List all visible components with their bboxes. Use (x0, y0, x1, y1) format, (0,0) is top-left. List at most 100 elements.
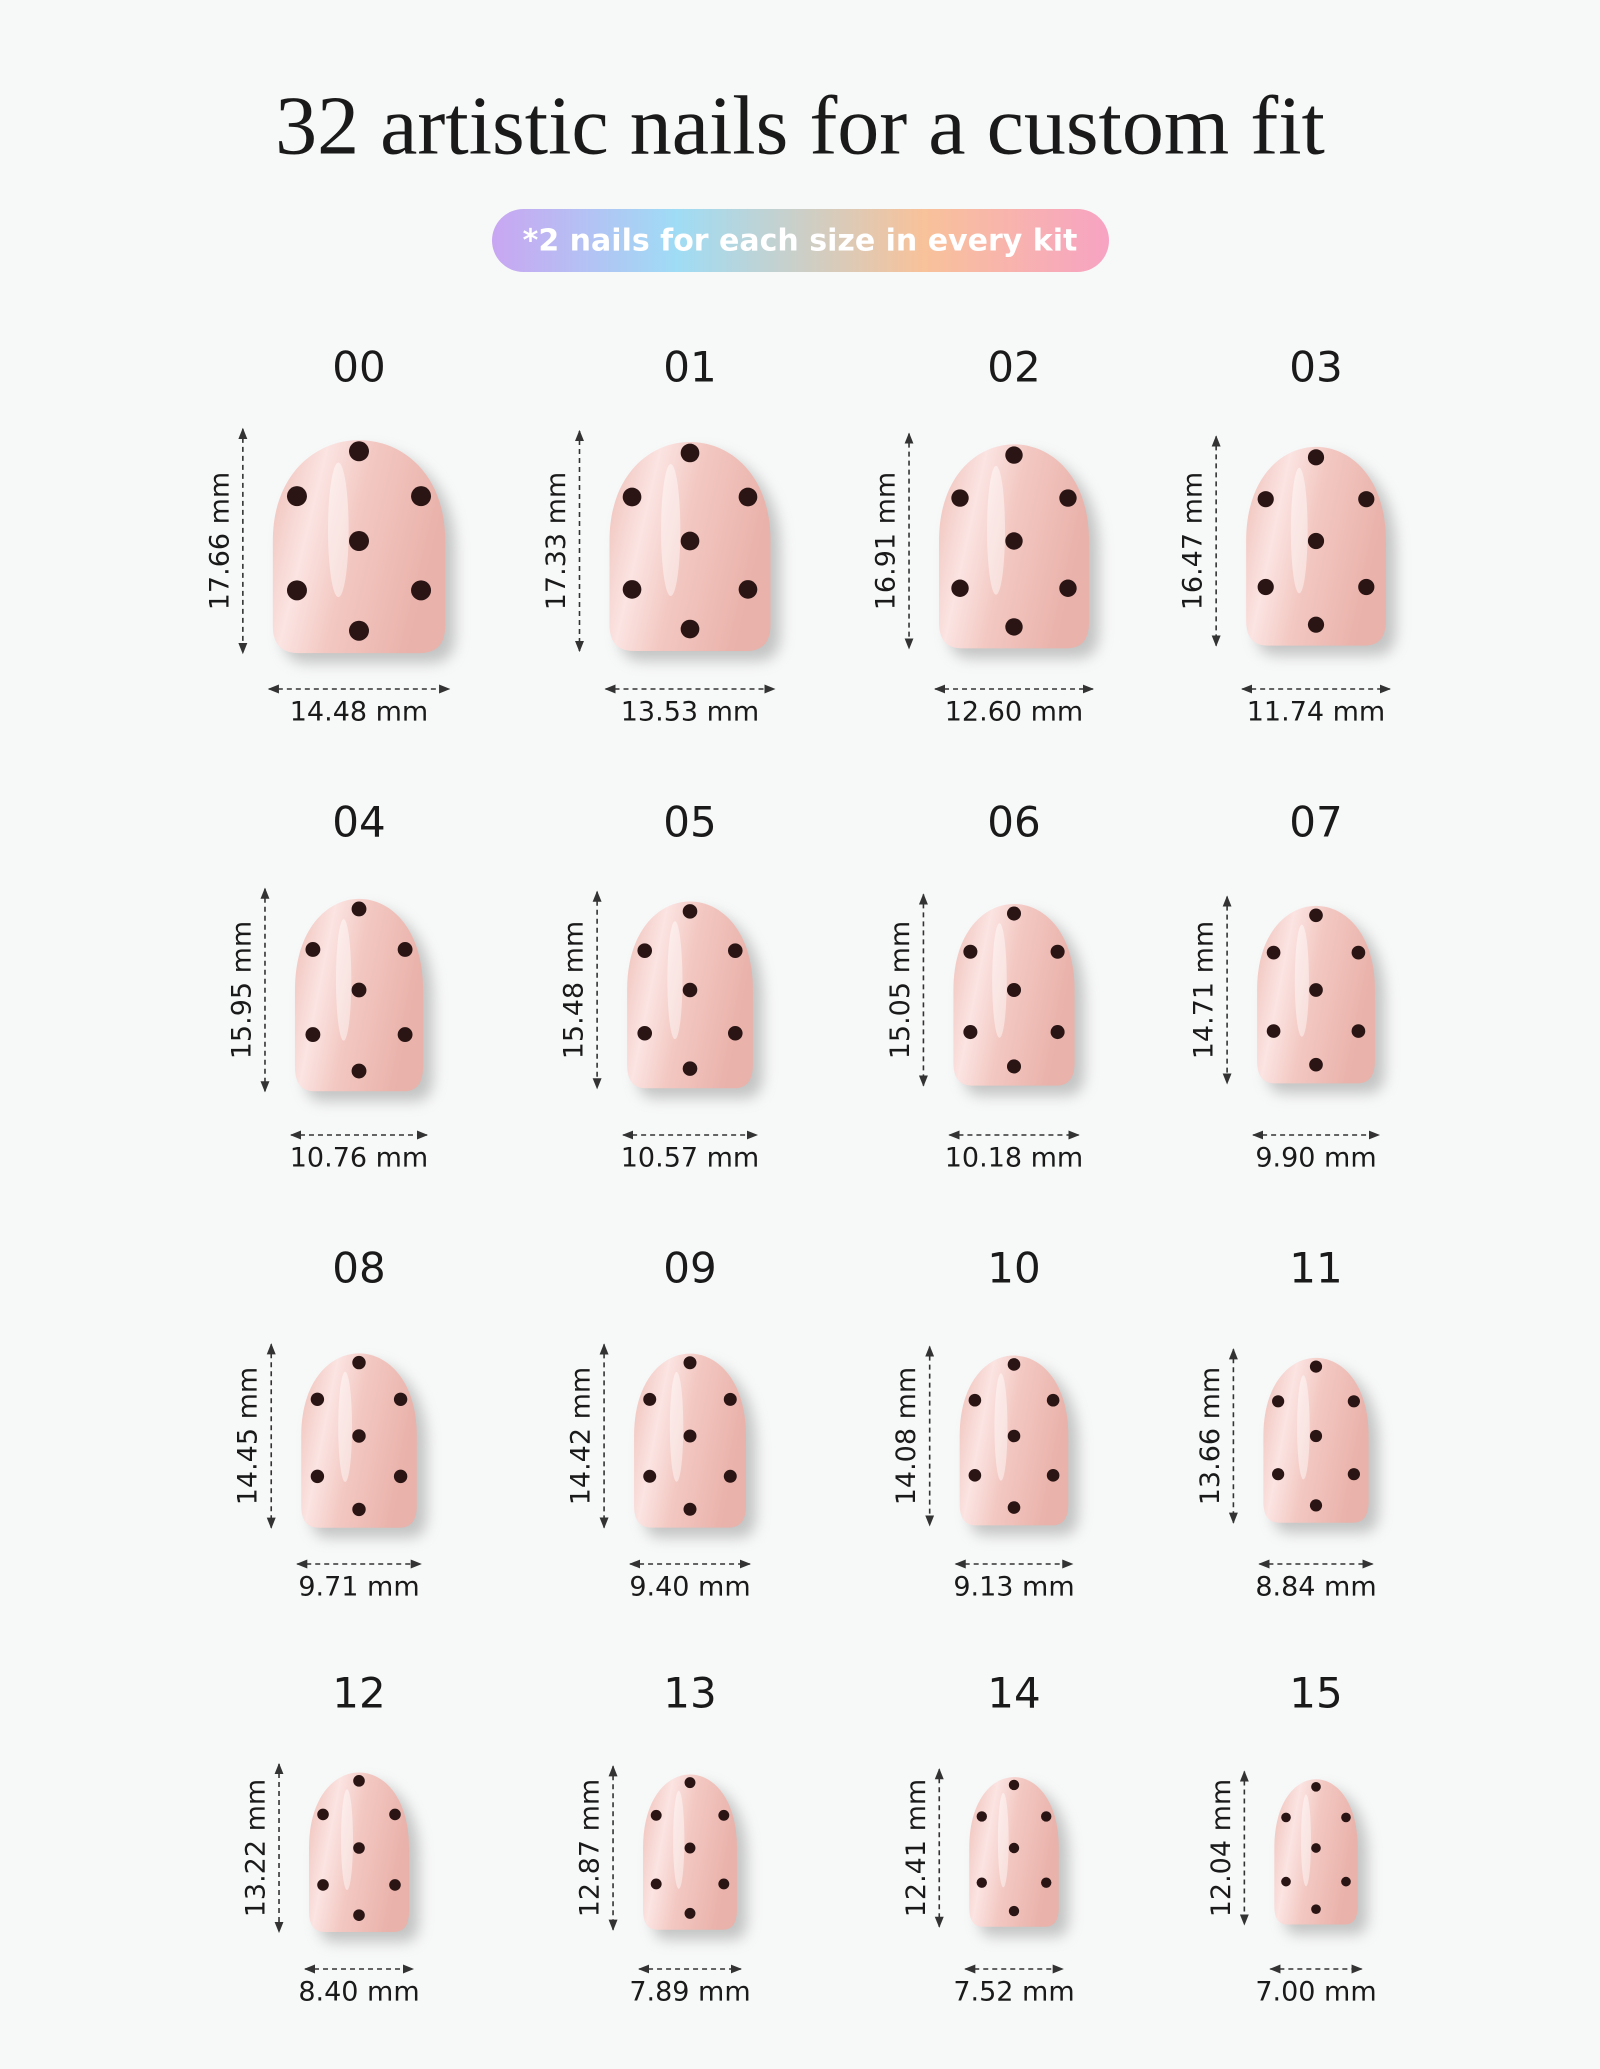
polka-dot (1307, 616, 1325, 633)
polka-dot (1059, 579, 1077, 597)
polka-dot (351, 1063, 367, 1079)
polka-dot (683, 1356, 697, 1370)
polka-dot (1046, 1469, 1060, 1482)
polka-dot (643, 1469, 657, 1483)
nail-highlight (669, 1371, 684, 1482)
polka-dot (1309, 908, 1323, 923)
polka-dot (286, 486, 307, 507)
polka-dot (1307, 532, 1325, 550)
size-label: 10 (987, 1244, 1040, 1293)
nail-highlight (341, 1789, 354, 1890)
polka-dot (718, 1878, 730, 1890)
polka-dot (1007, 1501, 1021, 1514)
polka-dot (310, 1469, 325, 1484)
polka-dot (1351, 1024, 1366, 1038)
subtitle: *2 nails for each size in every kit (523, 224, 1078, 259)
polka-dot (1281, 1812, 1291, 1823)
polka-dot (963, 944, 978, 959)
length-label: 12.04 mm (1206, 1779, 1237, 1917)
polka-dot (1309, 983, 1323, 997)
size-label: 11 (1289, 1244, 1342, 1293)
length-label: 17.33 mm (541, 472, 572, 610)
size-label: 00 (332, 343, 385, 392)
polka-dot (1341, 1812, 1351, 1823)
polka-dot (351, 982, 367, 998)
width-label: 9.71 mm (298, 1572, 419, 1603)
polka-dot (305, 1027, 321, 1042)
width-label: 9.40 mm (629, 1572, 750, 1603)
width-label: 10.76 mm (290, 1143, 428, 1174)
size-label: 04 (332, 798, 385, 847)
length-label: 16.91 mm (871, 472, 902, 610)
polka-dot (650, 1809, 662, 1821)
nail-highlight (997, 1792, 1009, 1888)
nail-highlight (1297, 1375, 1310, 1480)
width-label: 14.48 mm (290, 697, 428, 728)
polka-dot (727, 943, 743, 958)
polka-dot (683, 1429, 697, 1443)
polka-dot (352, 1355, 366, 1370)
polka-dot (976, 1811, 987, 1822)
nail-highlight (667, 921, 683, 1040)
length-label: 13.22 mm (241, 1779, 272, 1917)
width-label: 7.89 mm (629, 1977, 750, 2008)
length-label: 15.95 mm (226, 921, 257, 1059)
polka-dot (1309, 1360, 1323, 1373)
length-label: 13.66 mm (1195, 1367, 1226, 1505)
length-label: 14.42 mm (566, 1367, 597, 1505)
polka-dot (650, 1878, 662, 1890)
polka-dot (1341, 1876, 1351, 1887)
polka-dot (727, 1025, 743, 1041)
polka-dot (622, 580, 642, 599)
polka-dot (1006, 982, 1022, 998)
nail-highlight (335, 919, 352, 1041)
nail-highlight (994, 1373, 1008, 1481)
polka-dot (951, 489, 969, 507)
polka-dot (1041, 1811, 1052, 1822)
width-label: 10.18 mm (945, 1143, 1083, 1174)
nail-highlight (338, 1371, 353, 1482)
polka-dot (1309, 1429, 1323, 1443)
polka-dot (1281, 1876, 1291, 1887)
length-label: 14.45 mm (233, 1367, 264, 1505)
width-label: 12.60 mm (945, 697, 1083, 728)
polka-dot (1266, 1024, 1281, 1038)
polka-dot (1005, 446, 1023, 464)
polka-dot (1008, 1905, 1020, 1917)
polka-dot (1005, 532, 1023, 550)
polka-dot (1041, 1877, 1052, 1888)
polka-dot (1006, 1059, 1022, 1074)
polka-dot (389, 1808, 401, 1821)
polka-dot (1358, 491, 1375, 508)
polka-dot (1257, 491, 1274, 508)
size-label: 03 (1289, 343, 1342, 392)
length-label: 15.05 mm (885, 921, 916, 1059)
polka-dot (349, 531, 369, 551)
polka-dot (680, 619, 700, 639)
polka-dot (305, 942, 321, 957)
length-label: 15.48 mm (559, 921, 590, 1059)
size-label: 02 (987, 343, 1040, 392)
length-label: 12.41 mm (901, 1779, 932, 1917)
polka-dot (1059, 489, 1077, 507)
polka-dot (1046, 1393, 1060, 1407)
nail-highlight (1294, 924, 1309, 1037)
polka-dot (397, 942, 413, 957)
polka-dot (682, 904, 698, 919)
length-label: 14.71 mm (1189, 921, 1220, 1059)
polka-dot (393, 1392, 408, 1406)
polka-dot (1007, 1358, 1021, 1371)
nail-highlight (673, 1790, 685, 1889)
polka-dot (951, 579, 969, 597)
polka-dot (286, 580, 307, 601)
polka-dot (310, 1392, 325, 1406)
size-label: 09 (663, 1244, 716, 1293)
polka-dot (680, 531, 700, 551)
width-label: 7.52 mm (953, 1977, 1074, 2008)
polka-dot (1309, 1499, 1323, 1512)
polka-dot (1311, 1904, 1321, 1914)
polka-dot (1266, 945, 1281, 960)
polka-dot (682, 1061, 698, 1076)
nail-highlight (661, 463, 681, 597)
size-label: 07 (1289, 798, 1342, 847)
